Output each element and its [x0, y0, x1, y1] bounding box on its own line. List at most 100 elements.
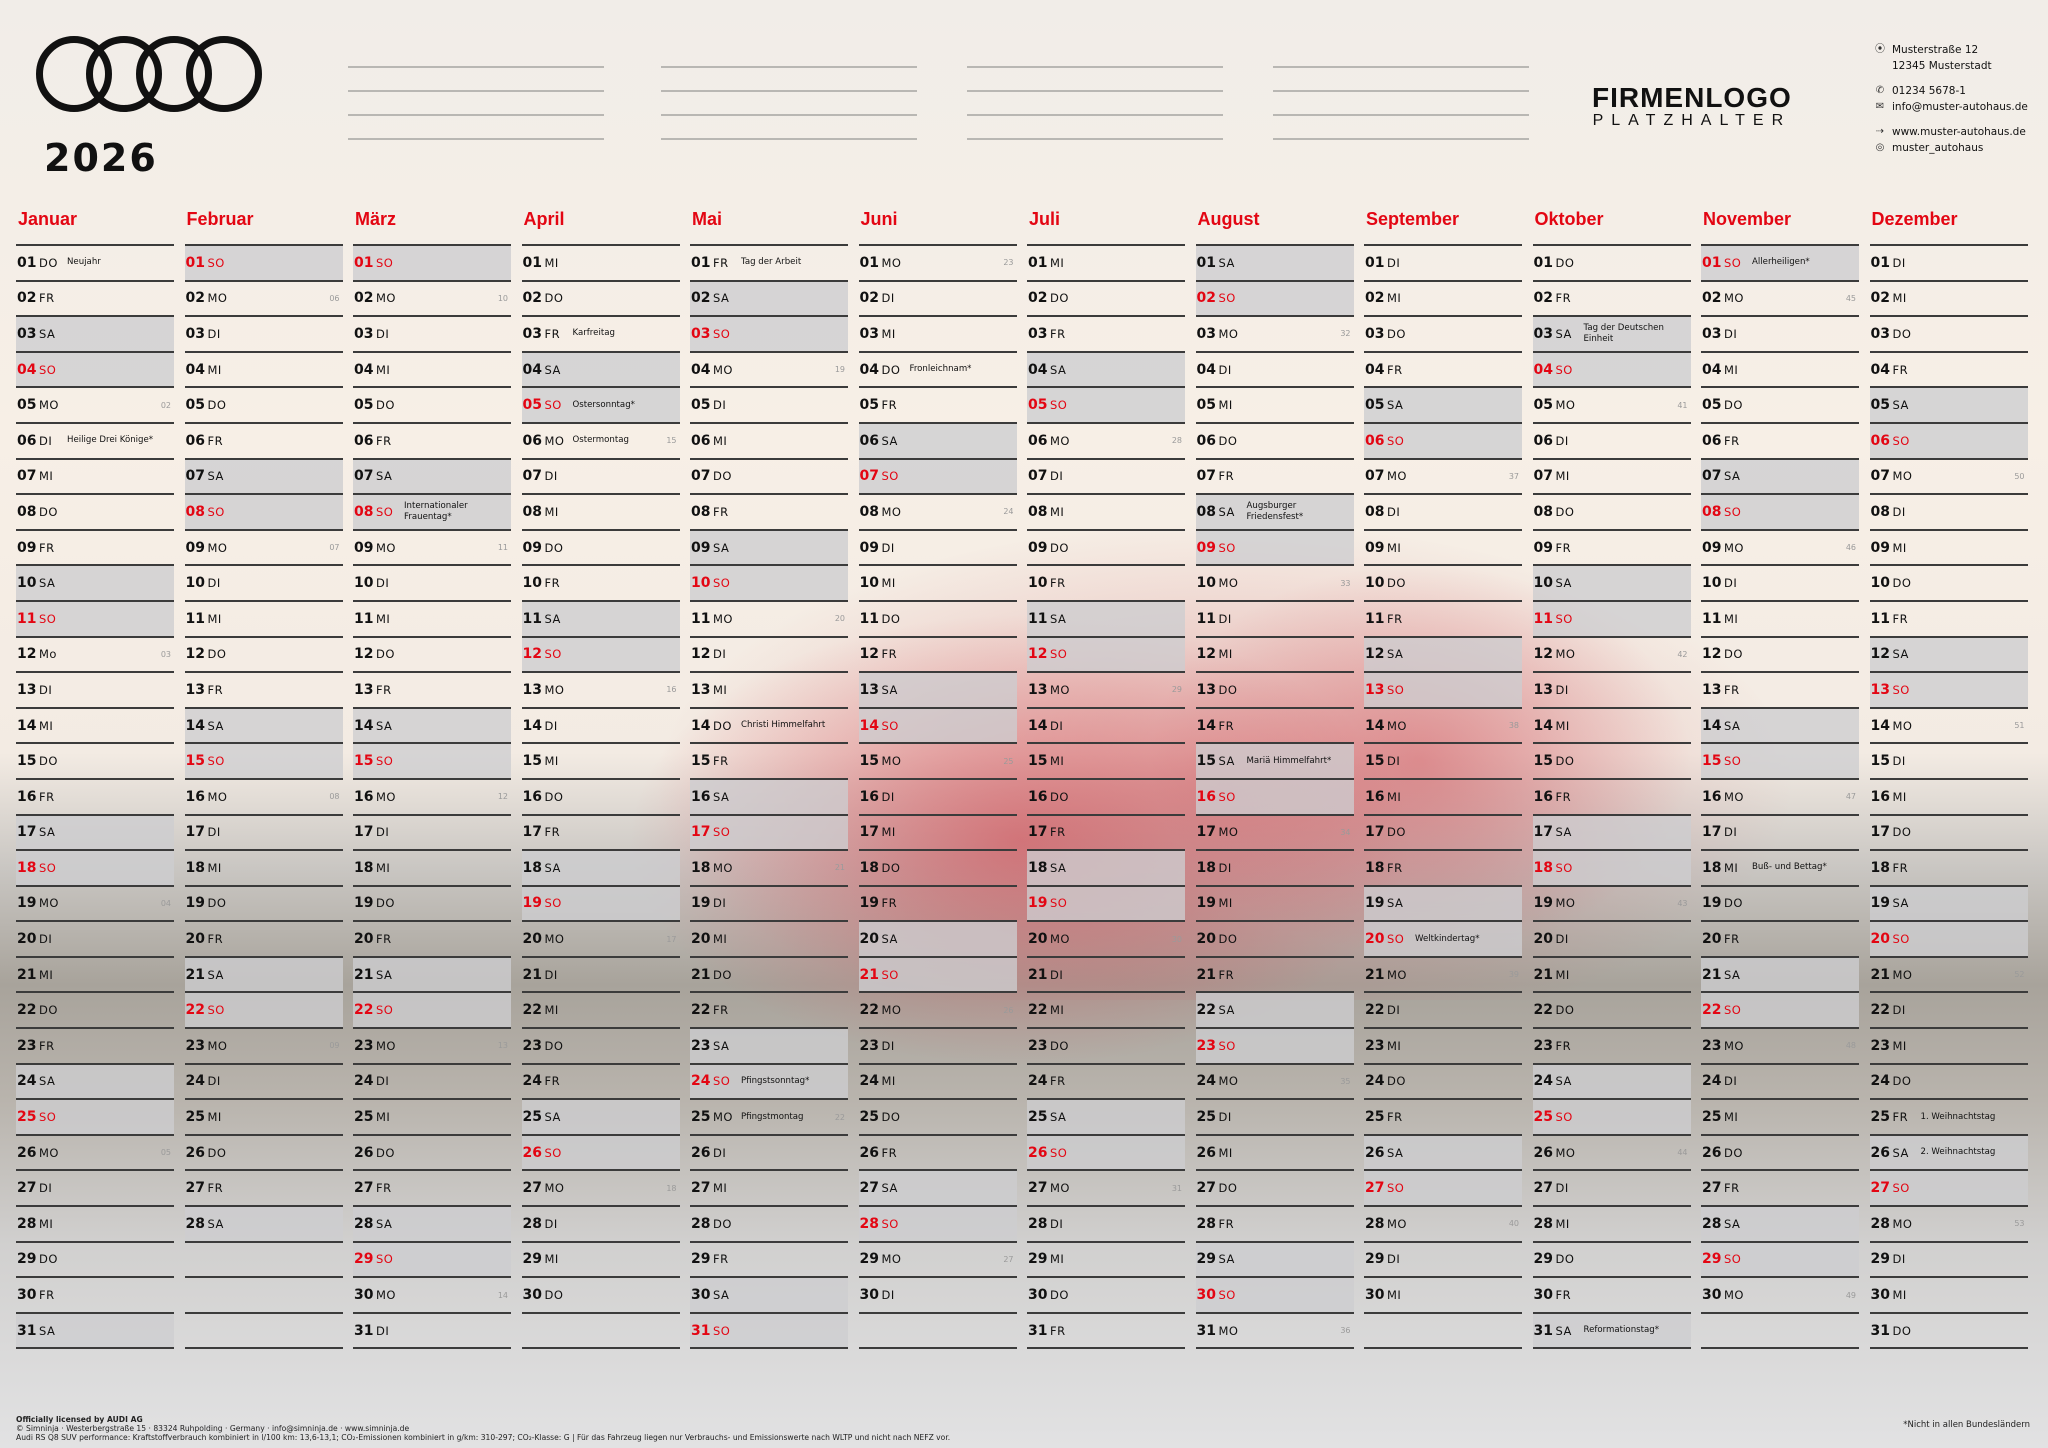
- day-number: 26: [1702, 1144, 1722, 1161]
- weekday-abbr: DO: [1555, 504, 1575, 519]
- weekday-abbr: FR: [1892, 362, 1909, 377]
- day-row: 16 DI: [858, 780, 1017, 816]
- day-number: 07: [1533, 468, 1553, 485]
- weekday-abbr: SO: [1218, 540, 1236, 555]
- day-row: 13 MI: [690, 673, 848, 709]
- day-number: 29: [1365, 1251, 1385, 1268]
- day-number: 03: [1365, 325, 1385, 342]
- day-row: 16 SA: [690, 779, 848, 816]
- day-row: 12 MO 42: [1532, 638, 1691, 674]
- weekday-abbr: DO: [1724, 398, 1743, 413]
- weekday-abbr: SO: [1218, 1288, 1236, 1303]
- week-number: 20: [834, 614, 845, 624]
- day-number: 05: [1870, 397, 1890, 414]
- weekday-abbr: FR: [1724, 433, 1740, 448]
- day-number: 11: [859, 610, 879, 627]
- day-number: 29: [1028, 1251, 1048, 1268]
- weekday-abbr: SA: [1555, 825, 1572, 840]
- day-row: 12 SA: [1869, 637, 2028, 674]
- day-number: 12: [1028, 646, 1048, 663]
- day-number: 22: [354, 1002, 374, 1019]
- day-number: 21: [1533, 966, 1553, 983]
- day-number: 22: [1196, 1002, 1216, 1019]
- day-row: 19 MO 04: [16, 887, 174, 923]
- day-row: 06 FR: [184, 424, 343, 460]
- weekday-abbr: DI: [376, 1074, 390, 1089]
- day-row: 31 SO: [690, 1313, 848, 1350]
- week-number: 25: [1003, 756, 1014, 766]
- day-row: 11 DI: [1195, 602, 1354, 638]
- day-number: 25: [1702, 1109, 1722, 1126]
- day-row: 23 SO: [1195, 1029, 1354, 1065]
- weekday-abbr: MI: [1050, 1003, 1065, 1018]
- day-row: 08 DI: [1364, 495, 1522, 531]
- day-number: 26: [354, 1144, 374, 1161]
- weekday-abbr: FR: [1050, 576, 1066, 591]
- day-row: 11 DO: [858, 602, 1017, 638]
- weekday-abbr: SO: [1218, 789, 1236, 804]
- weekday-abbr: SO: [881, 469, 899, 484]
- email-link[interactable]: info@muster-autohaus.de: [1892, 101, 2028, 113]
- weekday-abbr: SO: [1892, 932, 1910, 947]
- day-number: 01: [691, 254, 711, 271]
- day-row: 19 FR: [858, 887, 1017, 923]
- day-number: 19: [1702, 895, 1722, 912]
- day-number: 28: [1028, 1215, 1048, 1232]
- website-link[interactable]: www.muster-autohaus.de: [1892, 126, 2026, 138]
- day-number: 18: [185, 859, 205, 876]
- weekday-abbr: DI: [39, 682, 53, 697]
- day-number: 20: [17, 931, 37, 948]
- day-number: 23: [17, 1037, 37, 1054]
- weekday-abbr: SO: [39, 362, 57, 377]
- day-row: 04 FR: [1364, 353, 1522, 389]
- day-row: 12 DI: [690, 638, 848, 674]
- day-number: 24: [691, 1073, 711, 1090]
- weekday-abbr: SA: [1218, 1003, 1235, 1018]
- day-number: 02: [354, 290, 374, 307]
- day-row: 27 SA: [858, 1171, 1017, 1208]
- day-row: 30 SA: [690, 1278, 848, 1314]
- day-row: 21 FR: [1195, 958, 1354, 994]
- weekday-abbr: MO: [1724, 789, 1744, 804]
- weekday-abbr: SO: [713, 825, 731, 840]
- day-number: 27: [1870, 1180, 1890, 1197]
- weekday-abbr: DI: [1555, 433, 1569, 448]
- day-number: 16: [1365, 788, 1385, 805]
- day-number: 17: [1365, 824, 1385, 841]
- day-row: 25 SO: [1532, 1100, 1691, 1136]
- week-number: 18: [666, 1183, 677, 1193]
- week-number: 03: [160, 649, 171, 659]
- day-row: 13 FR: [1701, 673, 1859, 709]
- week-number: 45: [1845, 293, 1856, 303]
- weekday-abbr: MO: [713, 1110, 733, 1125]
- day-row: 22 FR: [690, 993, 848, 1030]
- weekday-abbr: SA: [713, 1038, 730, 1053]
- day-row: 12 DO: [1701, 638, 1859, 674]
- day-number: 21: [1870, 966, 1890, 983]
- day-row: 30 SO: [1195, 1278, 1354, 1314]
- week-number: 27: [1003, 1254, 1014, 1264]
- instagram-handle[interactable]: muster_autohaus: [1892, 142, 1984, 154]
- day-number: 03: [859, 325, 879, 342]
- weekday-abbr: SO: [1724, 255, 1742, 270]
- day-row: 15 FR: [690, 744, 848, 780]
- weekday-abbr: FR: [544, 326, 561, 341]
- day-number: 05: [859, 397, 879, 414]
- day-row: 30 MO 49: [1701, 1278, 1859, 1314]
- weekday-abbr: MO: [544, 682, 565, 697]
- day-number: 15: [1365, 753, 1385, 770]
- weekday-abbr: DO: [1387, 576, 1406, 591]
- day-number: 27: [354, 1180, 374, 1197]
- day-number: 14: [1533, 717, 1553, 734]
- day-number: 24: [17, 1073, 37, 1090]
- week-number: 50: [2014, 471, 2025, 481]
- day-row: 31 DI: [353, 1314, 511, 1350]
- day-number: 06: [1702, 432, 1722, 449]
- holiday-label: Christi Himmelfahrt: [741, 720, 826, 731]
- weekday-abbr: SO: [39, 1110, 57, 1125]
- weekday-abbr: MI: [1724, 860, 1739, 875]
- day-number: 31: [354, 1322, 374, 1339]
- day-number: 09: [1702, 539, 1722, 556]
- day-number: 01: [17, 254, 37, 271]
- weekday-abbr: SO: [544, 647, 562, 662]
